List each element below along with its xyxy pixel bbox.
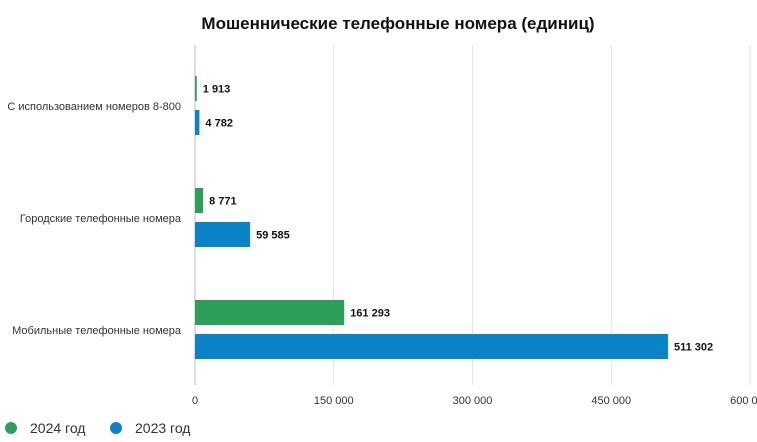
x-tick-label: 150 000	[314, 395, 354, 407]
category-label: С использованием номеров 8-800	[7, 101, 181, 113]
x-tick-label: 300 000	[453, 395, 493, 407]
legend-label: 2024 год	[30, 420, 85, 436]
chart-title: Мошеннические телефонные номера (единиц)	[201, 14, 594, 33]
category-label: Мобильные телефонные номера	[12, 325, 182, 337]
bar-2024	[195, 300, 345, 325]
bar-2024	[195, 76, 197, 101]
data-label: 161 293	[350, 308, 390, 320]
data-label: 4 782	[205, 118, 233, 130]
data-label: 511 302	[674, 342, 713, 354]
x-tick-label: 600 000	[730, 395, 757, 407]
bar-2023	[195, 110, 200, 135]
x-tick-label: 0	[192, 395, 198, 407]
bar-2023	[195, 334, 668, 359]
category-label: Городские телефонные номера	[20, 213, 182, 225]
x-tick-label: 450 000	[591, 395, 631, 407]
data-label: 59 585	[256, 230, 290, 242]
data-label: 8 771	[209, 196, 237, 208]
legend-marker	[110, 422, 122, 434]
legend-marker	[5, 422, 17, 434]
legend-label: 2023 год	[135, 420, 190, 436]
data-label: 1 913	[203, 84, 231, 96]
bar-2023	[195, 222, 251, 247]
bar-2024	[195, 188, 204, 213]
